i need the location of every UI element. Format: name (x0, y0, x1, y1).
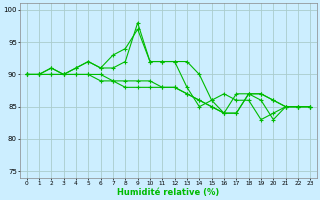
X-axis label: Humidité relative (%): Humidité relative (%) (117, 188, 220, 197)
